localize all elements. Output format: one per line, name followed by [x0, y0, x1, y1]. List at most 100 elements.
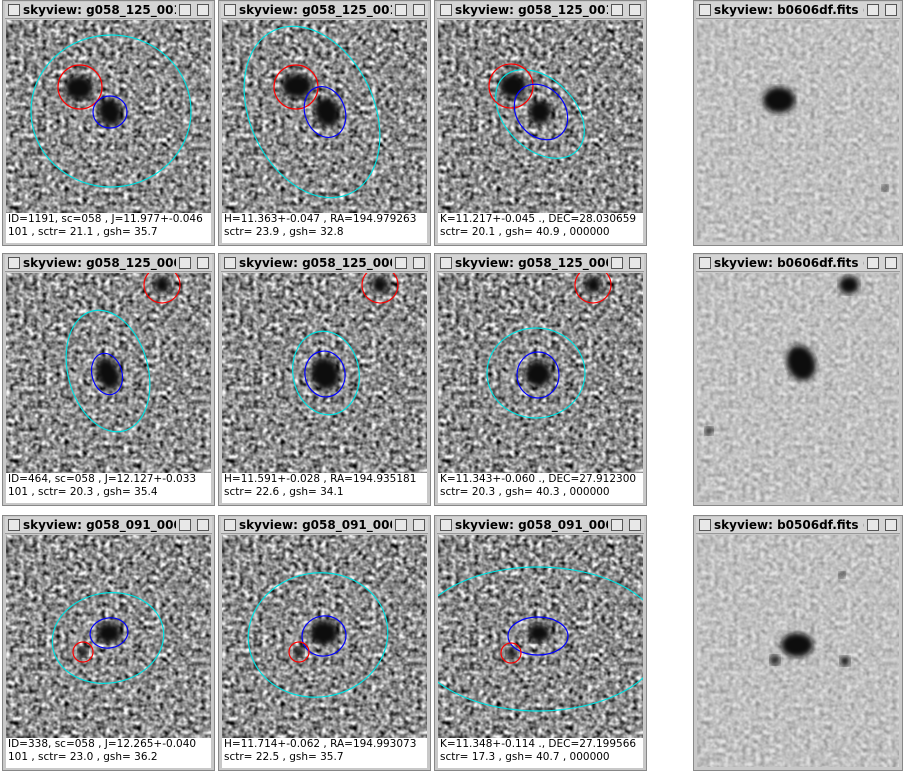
close-button[interactable] — [699, 257, 711, 269]
sky-window[interactable]: skyview: g058_125_000 ID=464, sc=058 , J=… — [2, 253, 215, 506]
galaxy — [310, 621, 338, 645]
sky-image — [6, 535, 211, 738]
caption: K=11.217+-0.045 ., DEC=28.030659 sctr= 20… — [438, 213, 643, 243]
image-area — [438, 266, 643, 473]
maximize-button[interactable] — [197, 4, 209, 16]
window-title: skyview: g058_091_000 — [455, 518, 608, 532]
galaxy — [585, 277, 601, 293]
minimize-button[interactable] — [611, 519, 623, 531]
maximize-button[interactable] — [413, 519, 425, 531]
sky-window[interactable]: skyview: g058_125_001 ID=1191, sc=058 , J… — [2, 0, 215, 246]
sky-window[interactable]: skyview: g058_091_000 ID=338, sc=058 , J=… — [2, 515, 215, 771]
aperture-ring — [303, 86, 347, 138]
caption: H=11.363+-0.047 , RA=194.979263 sctr= 23.… — [222, 213, 427, 243]
maximize-button[interactable] — [413, 4, 425, 16]
close-button[interactable] — [8, 4, 20, 16]
close-button[interactable] — [699, 519, 711, 531]
sky-image — [435, 535, 646, 738]
galaxy — [840, 656, 850, 666]
galaxy — [78, 647, 88, 657]
galaxy — [98, 98, 122, 126]
window-title: skyview: b0606df.fits ( — [714, 3, 864, 17]
window-title: skyview: g058_091_000 — [239, 518, 392, 532]
sky-window[interactable]: skyview: b0606df.fits ( — [693, 253, 903, 506]
close-button[interactable] — [440, 257, 452, 269]
caption: H=11.591+-0.028 , RA=194.935181 sctr= 22.… — [222, 473, 427, 503]
minimize-button[interactable] — [395, 4, 407, 16]
close-button[interactable] — [224, 4, 236, 16]
close-button[interactable] — [8, 519, 20, 531]
close-button[interactable] — [224, 519, 236, 531]
galaxy — [781, 633, 813, 657]
minimize-button[interactable] — [179, 519, 191, 531]
caption: ID=338, sc=058 , J=12.265+-0.040 101 , sc… — [6, 738, 211, 768]
window-title: skyview: g058_125_001 — [239, 3, 392, 17]
caption-line: sctr= 23.9 , gsh= 32.8 — [224, 226, 344, 238]
aperture-ring — [90, 352, 124, 396]
maximize-button[interactable] — [197, 519, 209, 531]
sky-image — [6, 266, 211, 473]
minimize-button[interactable] — [179, 257, 191, 269]
image-area — [222, 535, 427, 738]
maximize-button[interactable] — [629, 4, 641, 16]
aperture-ring — [486, 327, 586, 419]
aperture-ring — [65, 309, 151, 433]
minimize-button[interactable] — [867, 4, 879, 16]
title-bar: skyview: g058_125_000 — [5, 255, 212, 272]
galaxy — [65, 76, 93, 100]
maximize-button[interactable] — [197, 257, 209, 269]
aperture-ring — [292, 330, 360, 416]
galaxy — [839, 276, 859, 294]
window-title: skyview: g058_125_001 — [455, 3, 608, 17]
close-button[interactable] — [224, 257, 236, 269]
sky-window[interactable]: skyview: g058_125_000 K=11.343+-0.060 ., … — [434, 253, 647, 506]
aperture-ring — [507, 616, 569, 656]
galaxy — [525, 361, 551, 387]
close-button[interactable] — [8, 257, 20, 269]
minimize-button[interactable] — [867, 519, 879, 531]
image-area — [697, 20, 899, 242]
caption-line: 101 , sctr= 21.1 , gsh= 35.7 — [8, 226, 158, 238]
caption: K=11.343+-0.060 ., DEC=27.912300 sctr= 20… — [438, 473, 643, 503]
close-button[interactable] — [699, 4, 711, 16]
caption-line: ID=464, sc=058 , J=12.127+-0.033 — [8, 473, 197, 485]
sky-image — [222, 266, 427, 473]
minimize-button[interactable] — [611, 4, 623, 16]
maximize-button[interactable] — [885, 257, 897, 269]
maximize-button[interactable] — [629, 519, 641, 531]
caption-line: H=11.714+-0.062 , RA=194.993073 — [224, 738, 417, 750]
sky-window[interactable]: skyview: g058_125_001 K=11.217+-0.045 ., … — [434, 0, 647, 246]
image-area — [435, 535, 646, 738]
sky-window[interactable]: skyview: g058_125_001 H=11.363+-0.047 , R… — [218, 0, 431, 246]
sky-window[interactable]: skyview: b0506df.fits ( — [693, 515, 903, 771]
caption-line: sctr= 22.5 , gsh= 35.7 — [224, 751, 344, 763]
maximize-button[interactable] — [885, 519, 897, 531]
caption-line: sctr= 20.1 , gsh= 40.9 , 000000 — [440, 226, 610, 238]
sky-window[interactable]: skyview: g058_091_000 H=11.714+-0.062 , R… — [218, 515, 431, 771]
galaxy — [529, 100, 551, 124]
aperture-ring — [30, 34, 192, 188]
sky-image — [6, 20, 211, 213]
sky-window[interactable]: skyview: b0606df.fits ( — [693, 0, 903, 246]
galaxy — [282, 74, 312, 98]
close-button[interactable] — [440, 519, 452, 531]
window-title: skyview: b0606df.fits ( — [714, 256, 864, 270]
minimize-button[interactable] — [395, 519, 407, 531]
minimize-button[interactable] — [395, 257, 407, 269]
minimize-button[interactable] — [867, 257, 879, 269]
sky-window[interactable]: skyview: g058_125_000 H=11.591+-0.028 , R… — [218, 253, 431, 506]
caption-line: H=11.363+-0.047 , RA=194.979263 — [224, 213, 417, 225]
aperture-ring — [304, 350, 346, 398]
sky-window[interactable]: skyview: g058_091_000 K=11.348+-0.114 ., … — [434, 515, 647, 771]
maximize-button[interactable] — [413, 257, 425, 269]
minimize-button[interactable] — [179, 4, 191, 16]
close-button[interactable] — [440, 4, 452, 16]
aperture-ring — [488, 63, 534, 109]
galaxy — [763, 87, 795, 113]
maximize-button[interactable] — [629, 257, 641, 269]
image-area — [697, 535, 899, 767]
maximize-button[interactable] — [885, 4, 897, 16]
aperture-ring — [243, 25, 381, 199]
minimize-button[interactable] — [611, 257, 623, 269]
galaxy — [310, 358, 340, 390]
